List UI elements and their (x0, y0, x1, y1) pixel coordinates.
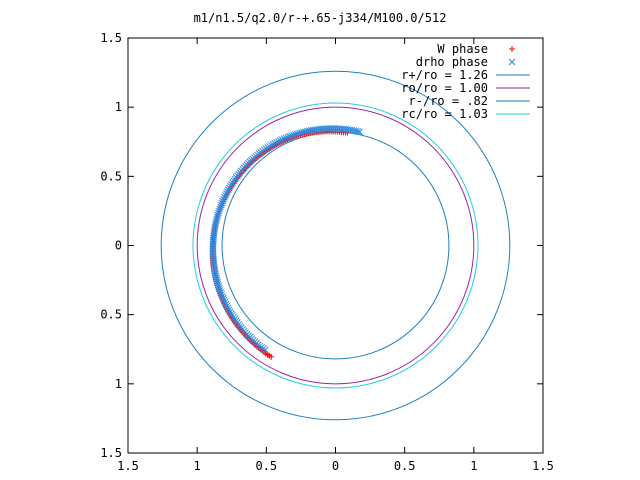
point-marker (294, 130, 301, 138)
point-marker (273, 139, 280, 146)
point-marker (276, 137, 284, 144)
point-marker (221, 298, 229, 306)
circle-r-ro-1-26 (160, 70, 511, 421)
point-marker (223, 302, 231, 310)
point-marker (213, 274, 220, 282)
point-marker (213, 213, 221, 221)
point-marker (288, 132, 295, 140)
point-marker (214, 211, 222, 219)
point-marker (220, 195, 227, 203)
legend-label: rc/ro = 1.03 (401, 107, 488, 121)
point-marker (278, 136, 286, 143)
y-tick-label: 0 (115, 239, 122, 253)
point-marker (224, 304, 232, 312)
point-marker (299, 128, 307, 136)
point-marker (305, 127, 313, 135)
point-marker (284, 133, 292, 141)
point-marker (216, 284, 223, 292)
point-marker (261, 346, 269, 354)
point-marker (214, 280, 222, 288)
point-marker (224, 186, 232, 194)
point-marker (222, 192, 229, 199)
legend-label: W phase (437, 42, 488, 56)
series-w-phase (209, 128, 351, 360)
circle-r-ro-82 (221, 131, 450, 360)
y-tick-label: 0.5 (100, 308, 122, 322)
y-tick-label: 1 (115, 100, 122, 114)
y-tick-label: 0.5 (100, 169, 122, 183)
point-marker (215, 207, 223, 215)
point-marker (282, 134, 290, 142)
point-marker (290, 131, 297, 139)
point-marker (354, 128, 362, 135)
chart-title: m1/n1.5/q2.0/r-+.65-j334/M100.0/512 (194, 11, 447, 25)
point-marker (226, 308, 234, 316)
legend-marker (509, 46, 515, 52)
x-tick-label: 1.5 (532, 459, 554, 473)
point-marker (268, 353, 275, 360)
x-tick-label: 0.5 (394, 459, 416, 473)
x-tick-label: 1 (194, 459, 201, 473)
y-tick-label: 1.5 (100, 31, 122, 45)
circle-rc-ro-1-03 (192, 102, 479, 389)
x-tick-label: 1.5 (117, 459, 139, 473)
circle-ro-ro-1-00 (196, 106, 475, 385)
data-points (209, 125, 364, 360)
point-marker (212, 272, 220, 280)
point-marker (219, 292, 226, 300)
point-marker (226, 184, 233, 192)
reference-circles (160, 70, 511, 421)
x-tick-label: 0 (332, 459, 339, 473)
point-marker (218, 199, 226, 207)
y-tick-label: 1 (115, 377, 122, 391)
point-marker (216, 205, 224, 213)
legend-label: r-/ro = .82 (409, 94, 488, 108)
legend-marker (508, 58, 516, 66)
point-marker (212, 217, 220, 225)
point-marker (352, 127, 360, 135)
point-marker (356, 128, 364, 136)
point-marker (280, 135, 288, 143)
point-marker (217, 203, 224, 211)
point-marker (225, 306, 233, 314)
point-marker (216, 286, 224, 294)
x-tick-label: 0.5 (255, 459, 277, 473)
series-drho-phase (209, 125, 364, 354)
point-marker (301, 128, 309, 135)
point-marker (303, 127, 311, 135)
point-marker (292, 130, 299, 138)
point-marker (269, 141, 277, 148)
point-marker (307, 126, 315, 134)
legend-label: r+/ro = 1.26 (401, 68, 488, 82)
point-marker (298, 129, 305, 136)
point-marker (215, 209, 222, 217)
y-tick-label: 1.5 (100, 446, 122, 460)
point-marker (213, 276, 221, 284)
point-marker (223, 188, 231, 195)
point-marker (214, 278, 221, 286)
point-marker (219, 294, 227, 302)
point-marker (218, 290, 226, 298)
legend-label: drho phase (416, 55, 488, 69)
point-marker (212, 270, 219, 278)
point-marker (286, 133, 294, 140)
point-marker (296, 129, 303, 137)
point-marker (220, 296, 228, 304)
point-marker (223, 190, 230, 197)
point-marker (215, 282, 223, 290)
point-marker (213, 215, 221, 223)
point-marker (271, 140, 279, 147)
point-marker (221, 193, 228, 201)
point-marker (222, 300, 230, 308)
axes: 1.5 1 0.5 0 0.5 1 1.51.510.500.511.5 (100, 31, 554, 473)
point-marker (217, 201, 225, 209)
x-tick-label: 1 (470, 459, 477, 473)
legend-label: ro/ro = 1.00 (401, 81, 488, 95)
point-marker (219, 197, 227, 205)
point-marker (275, 138, 282, 145)
point-marker (217, 288, 225, 296)
point-marker (227, 182, 234, 190)
